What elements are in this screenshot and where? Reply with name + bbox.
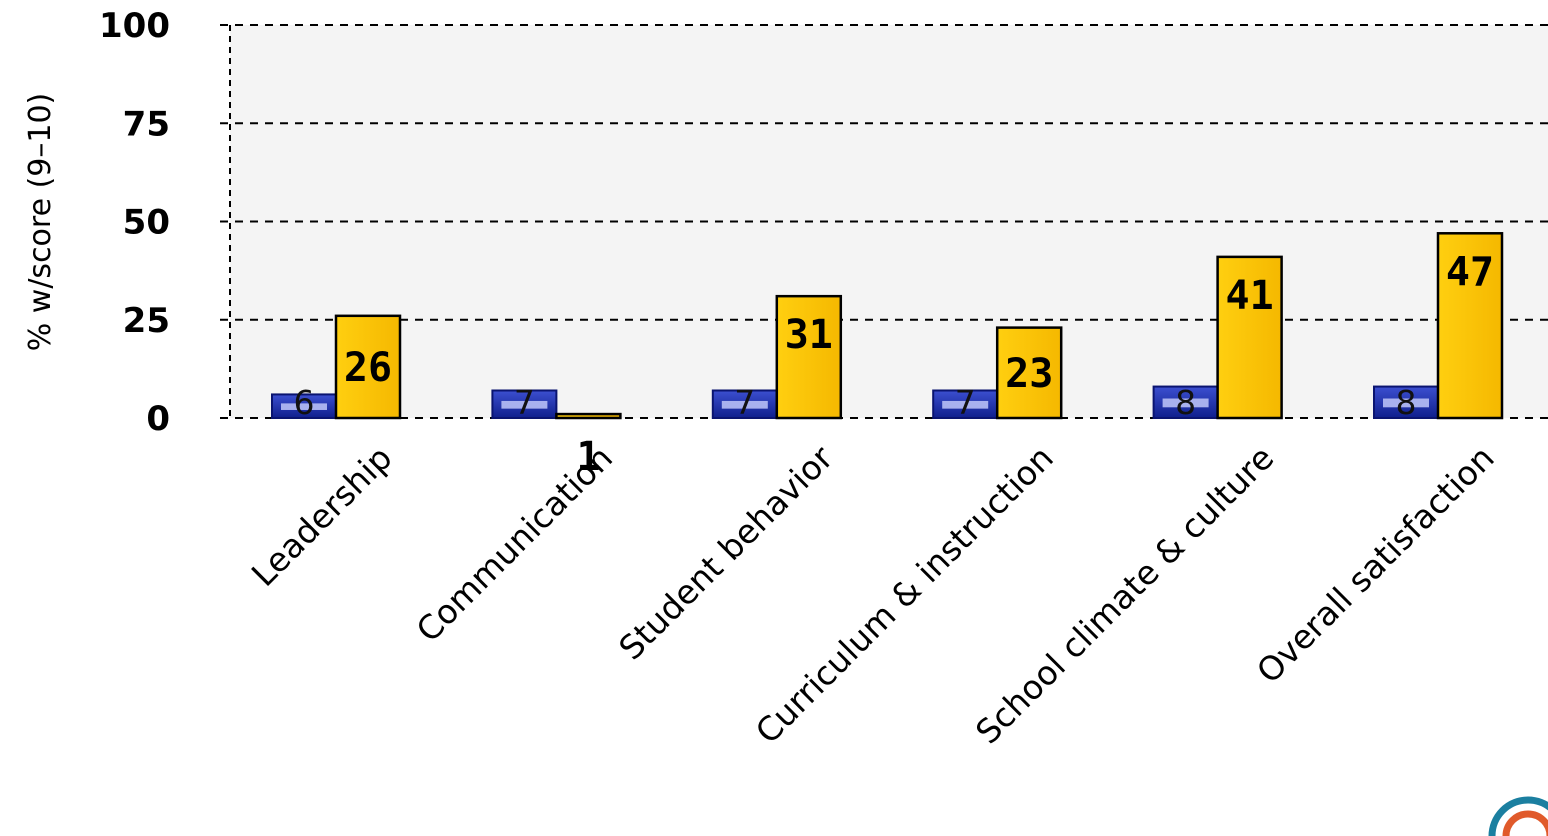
- gridlines: [220, 24, 1548, 419]
- x-category-label: Student behavior: [611, 438, 841, 668]
- data-label-series-2: 1: [576, 434, 600, 480]
- data-label-series-2: 41: [1226, 273, 1274, 319]
- bar-highlight: [721, 400, 768, 409]
- bars: [271, 232, 1504, 420]
- data-label-series-1: 7: [955, 383, 976, 422]
- data-label-series-2: 26: [344, 345, 392, 391]
- data-labels: 6 26 7 1 7 31 7 23 8 41 8 47: [294, 249, 1495, 480]
- data-label-series-2: 47: [1446, 249, 1494, 295]
- data-label-series-2: 23: [1005, 351, 1053, 397]
- data-label-series-1: 7: [514, 383, 535, 422]
- data-label-series-1: 8: [1175, 383, 1196, 422]
- bar-highlight: [281, 403, 327, 410]
- x-category-label: Leadership: [244, 438, 400, 594]
- bar-highlight: [501, 400, 548, 409]
- bar-series-2: [555, 412, 622, 420]
- data-label-series-1: 6: [294, 383, 315, 422]
- bar-series-2: [334, 314, 402, 420]
- y-tick-label: 75: [123, 104, 170, 144]
- y-tick-labels: 0 25 50 75 100: [99, 6, 170, 439]
- bar-series-2: [775, 294, 843, 420]
- data-label-series-1: 7: [734, 383, 755, 422]
- y-tick-label: 25: [123, 301, 170, 341]
- bar-series-2: [995, 326, 1063, 420]
- data-label-series-2: 31: [785, 312, 833, 358]
- x-category-label: Communication: [409, 438, 621, 650]
- data-label-series-1: 8: [1396, 383, 1417, 422]
- x-category-label: Overall satisfaction: [1249, 438, 1502, 691]
- y-tick-label: 50: [123, 203, 170, 243]
- y-tick-label: 100: [99, 6, 170, 46]
- y-tick-label: 0: [146, 399, 170, 439]
- y-axis-title: % w/score (9–10): [23, 93, 58, 352]
- target-logo-icon: [1488, 796, 1548, 836]
- bar-series-2: [1216, 255, 1283, 420]
- bar-highlight: [1383, 398, 1429, 408]
- bar-highlight: [1162, 398, 1209, 408]
- bar-highlight: [942, 400, 989, 409]
- bar-series-2: [1436, 232, 1504, 420]
